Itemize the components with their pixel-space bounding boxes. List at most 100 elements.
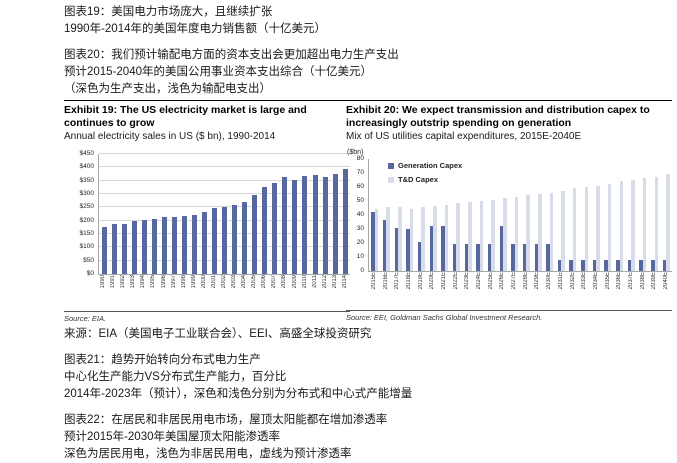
y-axis: $0 $50 $100 $150 $200 $250 $300 $350 $400 $450 (64, 150, 98, 277)
bar-2025E (487, 244, 492, 271)
bar-2019E (417, 242, 422, 271)
exhibit21-caption-cn: 图表21：趋势开始转向分布式电力生产 (64, 354, 261, 366)
x-tick-label: 2024E (476, 272, 483, 290)
x-tick-label: 2018E (405, 272, 412, 290)
x-axis-labels: 1990 1991 1992 1993 1994 1995 1996 1997 1998 1999… (98, 275, 350, 305)
bar-group (369, 159, 381, 271)
bar-1994 (141, 220, 147, 274)
x-tick-label: 2013 (331, 275, 338, 289)
x-label-cell: 1998 (179, 275, 189, 305)
bar-group (119, 154, 129, 274)
bar-group (270, 154, 280, 274)
bar-2003 (232, 204, 238, 274)
bar-2029E (538, 194, 542, 271)
x-tick-label: 2017E (394, 272, 401, 290)
td-capex-swatch-icon (388, 176, 394, 183)
x-label-cell: 2021E (438, 272, 450, 304)
bar-2035E (604, 259, 608, 271)
exhibit21-legend-note-cn: 2014年-2023年（预计），深色和浅色分别为分布式和中心式产能增量 (64, 388, 413, 400)
bar-2022E (452, 244, 457, 271)
bar-2020E (433, 205, 437, 271)
bar-group (451, 159, 463, 271)
exhibit22-subcaption-cn: 预计2015年-2030年美国屋顶太阳能渗透率 (64, 431, 280, 443)
bar-group (625, 159, 637, 271)
bar-2036E (616, 259, 620, 271)
exhibit20-legend-note-cn: （深色为生产支出，浅色为输配电支出） (64, 83, 271, 95)
y-tick-label: 60 (356, 183, 364, 190)
bar-group (579, 159, 591, 271)
bar-2025E (491, 199, 495, 271)
bar-group (250, 154, 260, 274)
y-tick-label: $100 (79, 243, 94, 251)
bar-2007 (272, 182, 278, 274)
bar-group (199, 154, 209, 274)
bar-2001 (212, 207, 218, 274)
x-tick-label: 2001 (210, 275, 217, 289)
x-tick-label: 2000 (200, 275, 207, 289)
bar-2039E (651, 259, 655, 271)
bar-1998 (181, 215, 187, 274)
bar-group (556, 159, 568, 271)
x-label-cell: 2028E (520, 272, 532, 304)
x-label-cell: 2012 (320, 275, 330, 305)
top-caption-block: 图表19：美国电力市场庞大，且继续扩张 1990年-2014年的美国年度电力销售… (64, 4, 664, 98)
bar-group (109, 154, 119, 274)
x-tick-label: 1997 (170, 275, 177, 289)
x-tick-label: 1996 (160, 275, 167, 289)
x-tick-label: 2030E (546, 272, 553, 290)
x-label-cell: 2020E (426, 272, 438, 304)
bar-2037E (631, 180, 635, 271)
bar-2009 (292, 179, 298, 274)
bar-group (590, 159, 602, 271)
y-tick-label: 70 (356, 169, 364, 176)
x-tick-label: 2016E (382, 272, 389, 290)
exhibit19-header: Exhibit 19: The US electricity market is… (64, 100, 350, 146)
exhibit22-legend-note-cn: 深色为居民用电，浅色为非居民用电，虚线为预计渗透率 (64, 448, 352, 460)
x-label-cell: 1992 (118, 275, 128, 305)
x-tick-label: 2028E (522, 272, 529, 290)
bar-2031E (561, 190, 565, 271)
y-axis-unit-label: ($bn) (347, 149, 364, 156)
bar-1990 (101, 226, 107, 274)
bar-2036E (619, 181, 624, 271)
bar-2028E (522, 244, 527, 271)
bar-1992 (121, 223, 127, 274)
bar-2014 (342, 169, 348, 274)
y-tick-label: 80 (356, 155, 364, 162)
x-label-cell: 2014 (340, 275, 350, 305)
bar-2012 (322, 176, 328, 274)
x-label-cell: 2036E (613, 272, 625, 304)
x-label-cell: 1995 (148, 275, 158, 305)
bar-group (240, 154, 250, 274)
bar-2017E (394, 228, 399, 271)
bar-2023E (464, 244, 469, 271)
legend-label-generation: Generation Capex (398, 161, 463, 170)
bar-group (169, 154, 179, 274)
bar-group (310, 154, 320, 274)
y-tick-label: $350 (79, 176, 94, 184)
bar-2037E (627, 259, 632, 271)
bar-1997 (171, 216, 177, 274)
y-tick-label: $0 (86, 270, 94, 277)
bar-group (474, 159, 486, 271)
x-label-cell: 2011 (310, 275, 320, 305)
plot-area: 1990 1991 1992 1993 1994 1995 1996 1997 1998 1999… (98, 153, 350, 305)
x-label-cell: 2038E (637, 272, 649, 304)
x-tick-label: 2014 (341, 275, 348, 289)
exhibit19-subcaption-cn: 1990年-2014年的美国年度电力销售额（十亿美元） (64, 23, 326, 35)
bar-group (521, 159, 533, 271)
x-label-cell: 2010 (300, 275, 310, 305)
x-label-cell: 2019E (415, 272, 427, 304)
x-label-cell: 2006 (259, 275, 269, 305)
bar-group (189, 154, 199, 274)
chart-legend: Generation Capex T&D Capex (388, 161, 462, 189)
x-label-cell: 2024E (473, 272, 485, 304)
x-label-cell: 2007 (269, 275, 279, 305)
x-label-cell: 2009 (289, 275, 299, 305)
bar-2015E (374, 209, 379, 271)
x-tick-label: 2009 (291, 275, 298, 289)
bar-group (567, 159, 579, 271)
x-tick-label: 2025E (487, 272, 494, 290)
x-tick-label: 1990 (100, 275, 107, 289)
y-tick-label: $450 (79, 150, 94, 157)
